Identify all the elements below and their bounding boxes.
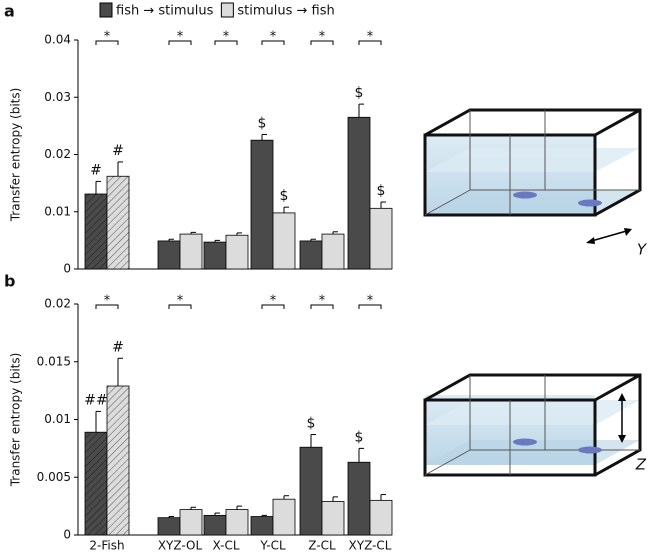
- legend-label: stimulus → fish: [237, 4, 334, 19]
- tank-illustration: [423, 108, 642, 244]
- x-tick-label: X-CL: [212, 539, 239, 553]
- significance-label: *: [223, 30, 230, 45]
- significance-bracket: [168, 40, 192, 45]
- bar: [272, 498, 296, 536]
- bar-annotation: $: [355, 429, 364, 445]
- bar: [299, 240, 323, 270]
- significance-label: *: [177, 294, 184, 309]
- bar: [299, 446, 323, 536]
- bar-annotation: #: [90, 162, 102, 178]
- bar: [157, 240, 181, 270]
- bar: [369, 499, 393, 536]
- bar-annotation: #: [112, 339, 124, 355]
- significance-label: *: [367, 294, 374, 309]
- significance-bracket: [310, 40, 334, 45]
- significance-bracket: [261, 304, 285, 309]
- y-tick-label: 0: [63, 528, 71, 542]
- bar-annotation: $: [258, 115, 267, 131]
- bar-hatch: [107, 386, 129, 535]
- bar: [225, 509, 249, 536]
- significance-label: *: [367, 30, 374, 45]
- y-tick-label: 0.01: [44, 412, 71, 426]
- y-tick-label: 0.02: [44, 297, 71, 311]
- illustration-label: Y: [637, 241, 648, 259]
- y-tick-label: 0.03: [44, 90, 71, 104]
- bar: [203, 514, 227, 536]
- bar: [250, 139, 274, 270]
- bar: [157, 517, 181, 536]
- bar-hatch: [85, 432, 107, 535]
- x-tick-label: Z-CL: [308, 539, 336, 553]
- significance-label: *: [270, 294, 277, 309]
- bar: [203, 241, 227, 270]
- bar: [179, 233, 203, 270]
- bar: [347, 461, 371, 536]
- significance-label: *: [319, 30, 326, 45]
- bar: [321, 233, 345, 270]
- significance-bracket: [168, 304, 192, 309]
- bar: [321, 501, 345, 536]
- bar: [250, 516, 274, 536]
- significance-label: *: [319, 294, 326, 309]
- bar-annotation: ##: [84, 392, 107, 408]
- y-tick-label: 0: [63, 262, 71, 276]
- panel-label: b: [4, 272, 15, 291]
- significance-bracket: [261, 40, 285, 45]
- significance-bracket: [95, 40, 119, 45]
- bar: [225, 234, 249, 270]
- y-tick-label: 0.015: [37, 354, 71, 368]
- y-axis-label: Transfer entropy (bits): [9, 88, 23, 223]
- illustration-label: Z: [635, 456, 647, 474]
- significance-label: *: [104, 30, 111, 45]
- x-tick-label: 2-Fish: [89, 539, 124, 553]
- bar: [347, 116, 371, 270]
- bar: [272, 212, 296, 270]
- bar: [369, 207, 393, 270]
- x-tick-label: Y-CL: [259, 539, 286, 553]
- y-tick-label: 0.005: [37, 470, 71, 484]
- bar-hatch: [85, 194, 107, 269]
- significance-bracket: [214, 40, 238, 45]
- bar: [179, 509, 203, 536]
- significance-label: *: [270, 30, 277, 45]
- bar-annotation: $: [377, 183, 386, 199]
- bar-annotation: $: [307, 416, 316, 432]
- bar-hatch: [107, 176, 129, 269]
- legend-swatch: [220, 2, 234, 18]
- significance-bracket: [358, 304, 382, 309]
- bar-annotation: $: [355, 85, 364, 101]
- x-tick-label: XYZ-CL: [349, 539, 392, 553]
- bar-annotation: #: [112, 143, 124, 159]
- bar-annotation: $: [280, 188, 289, 204]
- legend-swatch: [99, 2, 113, 18]
- significance-bracket: [310, 304, 334, 309]
- panel-label: a: [4, 2, 15, 21]
- x-tick-label: XYZ-OL: [158, 539, 203, 553]
- y-tick-label: 0.02: [44, 147, 71, 161]
- y-tick-label: 0.01: [44, 204, 71, 218]
- significance-label: *: [177, 30, 184, 45]
- significance-bracket: [358, 40, 382, 45]
- legend-label: fish → stimulus: [116, 4, 214, 19]
- significance-label: *: [104, 294, 111, 309]
- y-axis-label: Transfer entropy (bits): [9, 353, 23, 488]
- tank-illustration: [423, 373, 642, 477]
- y-tick-label: 0.04: [44, 33, 71, 47]
- significance-bracket: [95, 304, 119, 309]
